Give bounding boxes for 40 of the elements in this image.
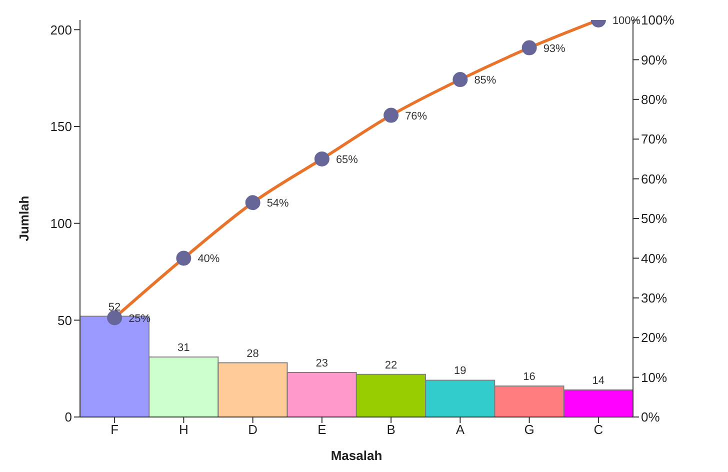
data-label: 40%: [198, 253, 220, 266]
x-tick-label: E: [318, 422, 327, 438]
x-tick-label: F: [110, 422, 119, 438]
y-axis-title: Jumlah: [16, 196, 32, 242]
y-tick-label: 150: [50, 119, 72, 134]
data-label: 23: [316, 357, 328, 370]
y2-tick-label: 90%: [641, 52, 668, 68]
y-tick-label: 50: [58, 312, 72, 328]
x-tick-label: B: [386, 422, 396, 438]
data-label: 85%: [474, 74, 496, 87]
data-label: 19: [454, 365, 466, 378]
x-tick-label: A: [456, 422, 465, 438]
y2-tick-label: 0%: [641, 410, 660, 425]
data-label: 76%: [405, 110, 428, 122]
x-tick-label: C: [594, 422, 604, 438]
x-tick-label: H: [178, 422, 188, 438]
data-label: 65%: [336, 154, 358, 166]
y2-tick-label: 80%: [641, 92, 668, 108]
data-label: 28: [246, 348, 259, 360]
x-axis-title: Masalah: [330, 448, 382, 463]
y-tick-label: 0: [64, 410, 72, 425]
y-tick-label: 100: [50, 216, 72, 231]
y2-tick-label: 10%: [641, 370, 668, 385]
y2-tick-label: 100%: [641, 12, 675, 28]
y2-tick-label: 60%: [641, 171, 668, 186]
x-tick-label: G: [524, 422, 534, 438]
data-label: 22: [384, 359, 398, 372]
x-tick-label: D: [248, 422, 258, 438]
y2-tick-label: 50%: [641, 211, 668, 226]
y2-tick-label: 30%: [641, 290, 668, 306]
data-label: 31: [178, 342, 190, 354]
y2-tick-label: 70%: [641, 132, 668, 147]
y2-tick-label: 40%: [641, 250, 668, 266]
data-label: 52: [108, 301, 121, 314]
data-label: 16: [523, 371, 536, 384]
data-label: 93%: [543, 42, 566, 55]
data-label: 54%: [266, 198, 290, 210]
data-label: 14: [592, 374, 604, 387]
y-tick-label: 200: [50, 22, 72, 38]
y2-tick-label: 20%: [641, 330, 668, 346]
